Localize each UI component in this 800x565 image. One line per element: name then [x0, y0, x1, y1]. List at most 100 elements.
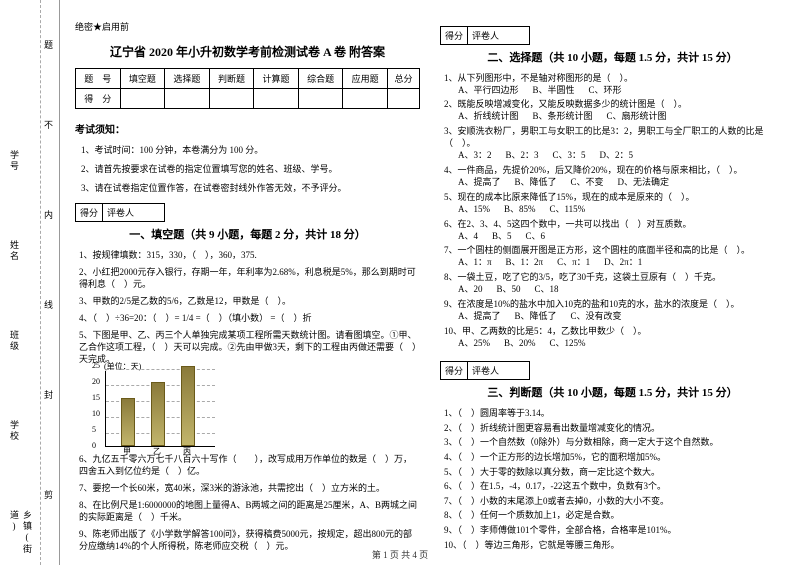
choice-question: 6、在2、3、4、5这四个数中，一共可以找出（ ）对互质数。A、4B、5C、6 [444, 218, 785, 242]
td[interactable] [165, 89, 210, 109]
option: A、折线统计图 [458, 110, 519, 122]
th: 判断题 [209, 69, 254, 89]
question-options: A、25% B、20% C、125% [458, 337, 785, 349]
score-label: 得分 [441, 27, 468, 44]
notice-item: 1、考试时间：100 分钟，本卷满分为 100 分。 [81, 143, 420, 156]
q1-2: 2、小红把2000元存入银行，存期一年，年利率为2.68%，利息税是5%，那么到… [79, 266, 420, 290]
judge-question: 2、（ ）折线统计图更容易看出数量增减变化的情况。 [444, 422, 785, 434]
question-stem: 8、一袋土豆，吃了它的3/5，吃了30千克，这袋土豆原有（ ）千克。 [444, 271, 785, 283]
option: C、3：5 [553, 149, 586, 161]
td[interactable] [254, 89, 299, 109]
chart-ylabel: 5 [92, 425, 96, 434]
chart-ylabel: 0 [92, 441, 96, 450]
choice-question: 3、安顺洗衣粉厂，男职工与女职工的比是3：2，男职工与全厂职工的人数的比是（ ）… [444, 125, 785, 161]
section-1-title: 一、填空题（共 9 小题，每题 2 分，共计 18 分） [75, 226, 420, 242]
question-stem: 2、既能反映增减变化，又能反映数据多少的统计图是（ ）。 [444, 98, 785, 110]
choice-question: 10、甲、乙两数的比是5：4，乙数比甲数少（ ）。A、25% B、20% C、125… [444, 325, 785, 349]
question-options: A、折线统计图B、条形统计图C、扇形统计图 [458, 110, 785, 122]
question-stem: 5、现在的成本比原来降低了15%，现在的成本是原来的（ ）。 [444, 191, 785, 203]
td[interactable] [209, 89, 254, 109]
th: 选择题 [165, 69, 210, 89]
chart-bar [181, 366, 195, 446]
th: 总分 [387, 69, 419, 89]
q1-3: 3、甲数的2/5是乙数的5/6，乙数是12，甲数是（ ）。 [79, 295, 420, 307]
chart-xlabel: 甲 [123, 446, 131, 457]
question-options: A、3：2B、2：3C、3：5D、2：5 [458, 149, 785, 161]
sec2-list: 1、从下列图形中，不是轴对称图形的是（ ）。A、平行四边形B、半圆性C、环形2、… [440, 69, 785, 351]
chart-bar [151, 382, 165, 446]
option: C、125% [550, 337, 586, 349]
chart-ytitle: (单位：天) [104, 361, 141, 372]
chart-xlabel: 丙 [183, 446, 191, 457]
option: C、π：1 [557, 256, 590, 268]
notice-item: 3、请在试卷指定位置作答，在试卷密封线外作答无效，不予评分。 [81, 181, 420, 194]
choice-question: 4、一件商品，先提价20%，后又降价20%，现在的价格与原来相比，（ ）。A、提… [444, 164, 785, 188]
notice-heading: 考试须知： [75, 121, 420, 136]
score-table: 题 号 填空题 选择题 判断题 计算题 综合题 应用题 总分 得 分 [75, 68, 420, 109]
left-column: 绝密★启用前 辽宁省 2020 年小升初数学考前检测试卷 A 卷 附答案 题 号… [75, 20, 420, 555]
option: B、20% [504, 337, 536, 349]
q1-4: 4、（ ）÷36=20：（ ）= 1/4 =（ ）（填小数） =（ ）折 [79, 312, 420, 324]
right-column: 得分 评卷人 二、选择题（共 10 小题，每题 1.5 分，共计 15 分） 1… [440, 20, 785, 555]
option: B、降低了 [515, 310, 557, 322]
dash-char-0: 剪 [42, 490, 55, 499]
choice-question: 5、现在的成本比原来降低了15%，现在的成本是原来的（ ）。A、15%B、85%… [444, 191, 785, 215]
judge-question: 8、（ ）任何一个质数加上1，必定是合数。 [444, 509, 785, 521]
choice-question: 9、在浓度是10%的盐水中加入10克的盐和10克的水，盐水的浓度是（ ）。A、提… [444, 298, 785, 322]
td[interactable] [343, 89, 388, 109]
chart-gridline [106, 369, 215, 370]
question-stem: 4、一件商品，先提价20%，后又降价20%，现在的价格与原来相比，（ ）。 [444, 164, 785, 176]
dash-char-1: 封 [42, 390, 55, 399]
table-row: 题 号 填空题 选择题 判断题 计算题 综合题 应用题 总分 [76, 69, 420, 89]
td: 得 分 [76, 89, 121, 109]
judge-question: 1、（ ）圆周率等于3.14。 [444, 407, 785, 419]
dash-char-3: 内 [42, 210, 55, 219]
dashed-cut-line [40, 0, 41, 565]
td[interactable] [120, 89, 165, 109]
binding-margin: 乡镇(街道) 学校 班级 姓名 学号 剪 封 线 内 不 题 [0, 0, 60, 565]
option: A、提高了 [458, 176, 501, 188]
section-head-3: 得分 评卷人 [440, 361, 530, 380]
binding-field-school: 学校 [8, 420, 21, 442]
question-stem: 10、甲、乙两数的比是5：4，乙数比甲数少（ ）。 [444, 325, 785, 337]
option: B、降低了 [515, 176, 557, 188]
option: C、115% [550, 203, 586, 215]
secret-label: 绝密★启用前 [75, 20, 420, 33]
option: B、1：2π [506, 256, 544, 268]
binding-field-id: 学号 [8, 150, 21, 172]
question-stem: 1、从下列图形中，不是轴对称图形的是（ ）。 [444, 72, 785, 84]
option: A、15% [458, 203, 490, 215]
option: C、18 [535, 283, 559, 295]
marker-label: 评卷人 [103, 204, 138, 221]
option: A、3：2 [458, 149, 492, 161]
option: B、50 [497, 283, 521, 295]
question-stem: 7、一个圆柱的侧面展开图是正方形，这个圆柱的底面半径和高的比是（ ）。 [444, 244, 785, 256]
choice-question: 7、一个圆柱的侧面展开图是正方形，这个圆柱的底面半径和高的比是（ ）。A、1：π… [444, 244, 785, 268]
option: A、25% [458, 337, 490, 349]
dash-char-5: 题 [42, 40, 55, 49]
q1-1: 1、按规律填数：315，330，（ ），360，375. [79, 249, 420, 261]
question-options: A、提高了B、降低了C、不变D、无法确定 [458, 176, 785, 188]
exam-title: 辽宁省 2020 年小升初数学考前检测试卷 A 卷 附答案 [75, 43, 420, 60]
th: 题 号 [76, 69, 121, 89]
chart-ylabel: 15 [92, 393, 100, 402]
option: C、6 [526, 230, 546, 242]
judge-question: 6、（ ）在1.5，-4，0.17，-22这五个数中，负数有3个。 [444, 480, 785, 492]
option: A、20 [458, 283, 483, 295]
td[interactable] [298, 89, 343, 109]
option: D、2π：1 [604, 256, 642, 268]
section-head-1: 得分 评卷人 [75, 203, 165, 222]
option: C、扇形统计图 [607, 110, 667, 122]
question-options: A、15%B、85%C、115% [458, 203, 785, 215]
sec3-list: 1、（ ）圆周率等于3.14。 2、（ ）折线统计图更容易看出数量增减变化的情况。… [440, 404, 785, 553]
dash-char-2: 线 [42, 300, 55, 309]
table-row: 得 分 [76, 89, 420, 109]
choice-question: 2、既能反映增减变化，又能反映数据多少的统计图是（ ）。A、折线统计图B、条形统… [444, 98, 785, 122]
exam-page: 乡镇(街道) 学校 班级 姓名 学号 剪 封 线 内 不 题 绝密★启用前 辽宁… [0, 0, 800, 565]
bar-chart: (单位：天) 2520151050甲乙丙 [105, 371, 215, 447]
section-head-2: 得分 评卷人 [440, 26, 530, 45]
choice-question: 1、从下列图形中，不是轴对称图形的是（ ）。A、平行四边形B、半圆性C、环形 [444, 72, 785, 96]
td[interactable] [387, 89, 419, 109]
content-area: 绝密★启用前 辽宁省 2020 年小升初数学考前检测试卷 A 卷 附答案 题 号… [60, 0, 800, 565]
judge-question: 3、（ ）一个自然数（0除外）与分数相除，商一定大于这个自然数。 [444, 436, 785, 448]
